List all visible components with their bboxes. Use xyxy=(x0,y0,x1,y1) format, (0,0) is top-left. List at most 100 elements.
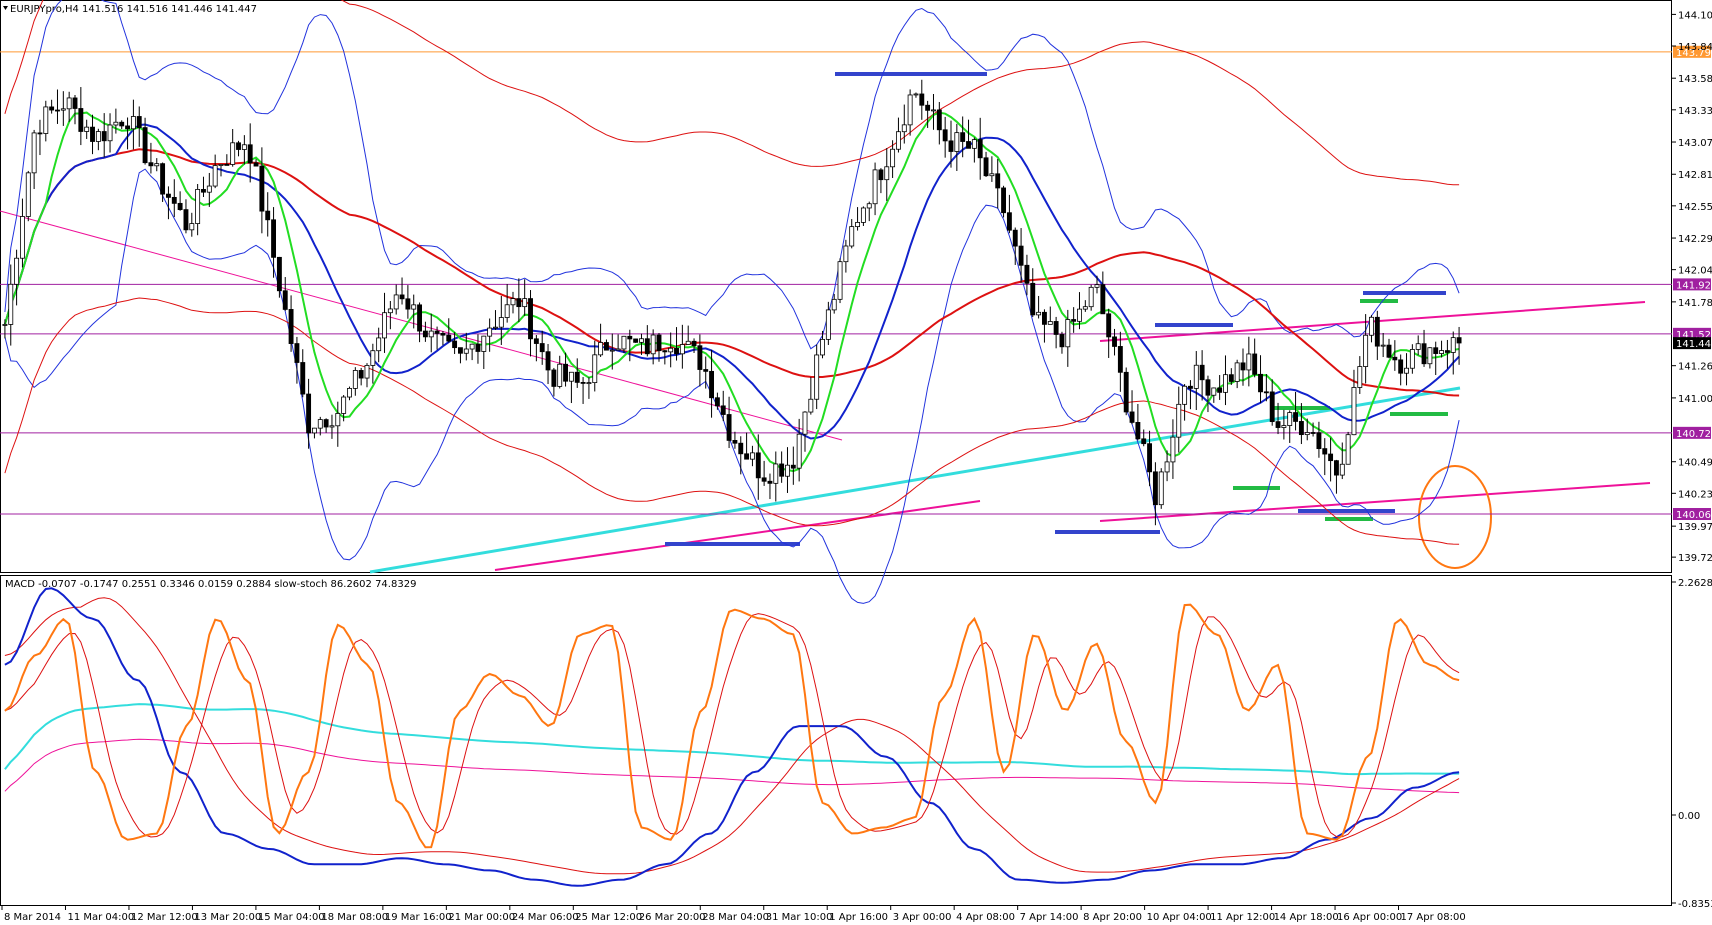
ma-mid-line xyxy=(3,123,1460,440)
candle-body xyxy=(370,350,376,366)
candle-body xyxy=(1316,432,1322,450)
candle-body xyxy=(300,362,306,395)
candle-body xyxy=(580,382,586,384)
candle-body xyxy=(878,169,884,181)
candle-body xyxy=(849,226,855,247)
osc-tick-label: 0.00 xyxy=(1678,811,1700,822)
candle-body xyxy=(393,294,399,310)
candle-body xyxy=(247,144,253,164)
time-tick-label: 26 Mar 20:00 xyxy=(639,912,706,923)
upper-band-line xyxy=(4,0,1460,350)
candle-body xyxy=(452,340,458,349)
candle-body xyxy=(1298,421,1304,436)
dropdown-arrow-icon[interactable] xyxy=(3,6,8,10)
candle-body xyxy=(1041,311,1047,325)
trendline-up-bottom xyxy=(1099,482,1651,522)
price-tick-label: 143.070 xyxy=(1678,138,1712,149)
candle-body xyxy=(1333,460,1339,476)
candle-body xyxy=(259,165,265,212)
candle-body xyxy=(1094,284,1100,288)
candle-body xyxy=(644,338,650,355)
level-tag-label: 141.921 xyxy=(1676,280,1712,291)
candle-body xyxy=(1088,286,1094,308)
time-tick-label: 3 Apr 00:00 xyxy=(893,912,952,923)
candle-body xyxy=(808,398,814,413)
time-tick-label: 16 Apr 00:00 xyxy=(1337,912,1402,923)
candle-body xyxy=(1234,362,1240,382)
oscillator-lines xyxy=(4,587,1460,887)
candle-body xyxy=(142,127,148,164)
candle-body xyxy=(1129,411,1135,423)
candle-body xyxy=(557,363,563,387)
oscillator-axis: 2.2628 0.00 -0.8353 xyxy=(1672,578,1712,910)
candle-body xyxy=(820,338,825,356)
candle-body xyxy=(481,335,487,352)
candle-body xyxy=(440,332,446,336)
candle-body xyxy=(306,393,312,434)
candle-body xyxy=(358,370,364,379)
envelope-upper-line xyxy=(4,0,1460,186)
candle-body xyxy=(469,343,475,350)
candle-body xyxy=(493,326,498,329)
candle-body xyxy=(405,298,411,310)
candle-body xyxy=(1024,264,1030,284)
candle-body xyxy=(341,396,347,414)
candle-body xyxy=(796,433,802,469)
candle-body xyxy=(183,209,189,231)
candle-body xyxy=(148,162,154,167)
candle-body xyxy=(504,304,510,318)
last-price-label: 141.447 xyxy=(1676,339,1712,350)
candle-body xyxy=(1112,336,1117,347)
time-tick-label: 15 Mar 04:00 xyxy=(258,912,325,923)
candle-body xyxy=(621,335,627,350)
candle-body xyxy=(364,365,370,379)
time-tick-label: 25 Mar 12:00 xyxy=(575,912,642,923)
candle-body xyxy=(825,309,831,340)
stoch-main-line xyxy=(4,603,1460,849)
candle-body xyxy=(271,219,277,258)
candle-body xyxy=(843,245,849,263)
level-tag-label: 140.068 xyxy=(1676,510,1712,521)
candle-body xyxy=(1135,421,1141,440)
candle-body xyxy=(732,440,738,444)
candle-body xyxy=(551,369,557,387)
candle-body xyxy=(1193,364,1199,389)
candle-body xyxy=(866,203,872,209)
candle-body xyxy=(19,216,25,259)
candle-body xyxy=(154,163,160,167)
candle-body xyxy=(884,166,890,181)
trendline-up-lower xyxy=(494,500,981,571)
candle-body xyxy=(224,164,230,166)
time-tick-label: 8 Apr 20:00 xyxy=(1083,912,1142,923)
candle-body xyxy=(206,185,212,193)
candle-body xyxy=(1059,334,1065,348)
candle-body xyxy=(528,298,533,340)
candle-body xyxy=(422,330,428,338)
candle-body xyxy=(989,173,995,177)
candle-body xyxy=(697,345,703,370)
candle-body xyxy=(516,298,522,308)
candle-body xyxy=(1398,359,1404,374)
candle-body xyxy=(931,109,936,112)
candle-body xyxy=(352,370,358,389)
lower-band-line xyxy=(4,168,1460,604)
candle-body xyxy=(2,324,8,326)
candle-body xyxy=(1047,321,1053,325)
candle-body xyxy=(563,363,569,382)
candle-body xyxy=(785,464,790,477)
candle-body xyxy=(773,463,779,484)
candle-body xyxy=(1147,443,1153,473)
candle-body xyxy=(14,257,20,285)
candle-body xyxy=(25,172,31,217)
candle-body xyxy=(276,256,282,292)
level-tag xyxy=(1673,508,1711,521)
candle-body xyxy=(1392,356,1398,361)
candle-body xyxy=(417,304,423,332)
candle-body xyxy=(236,142,241,150)
time-tick-label: 10 Apr 04:00 xyxy=(1147,912,1212,923)
candle-body xyxy=(329,425,335,428)
level-tag xyxy=(1673,45,1711,58)
candle-body xyxy=(8,283,14,325)
last-price-tag xyxy=(1673,337,1711,350)
